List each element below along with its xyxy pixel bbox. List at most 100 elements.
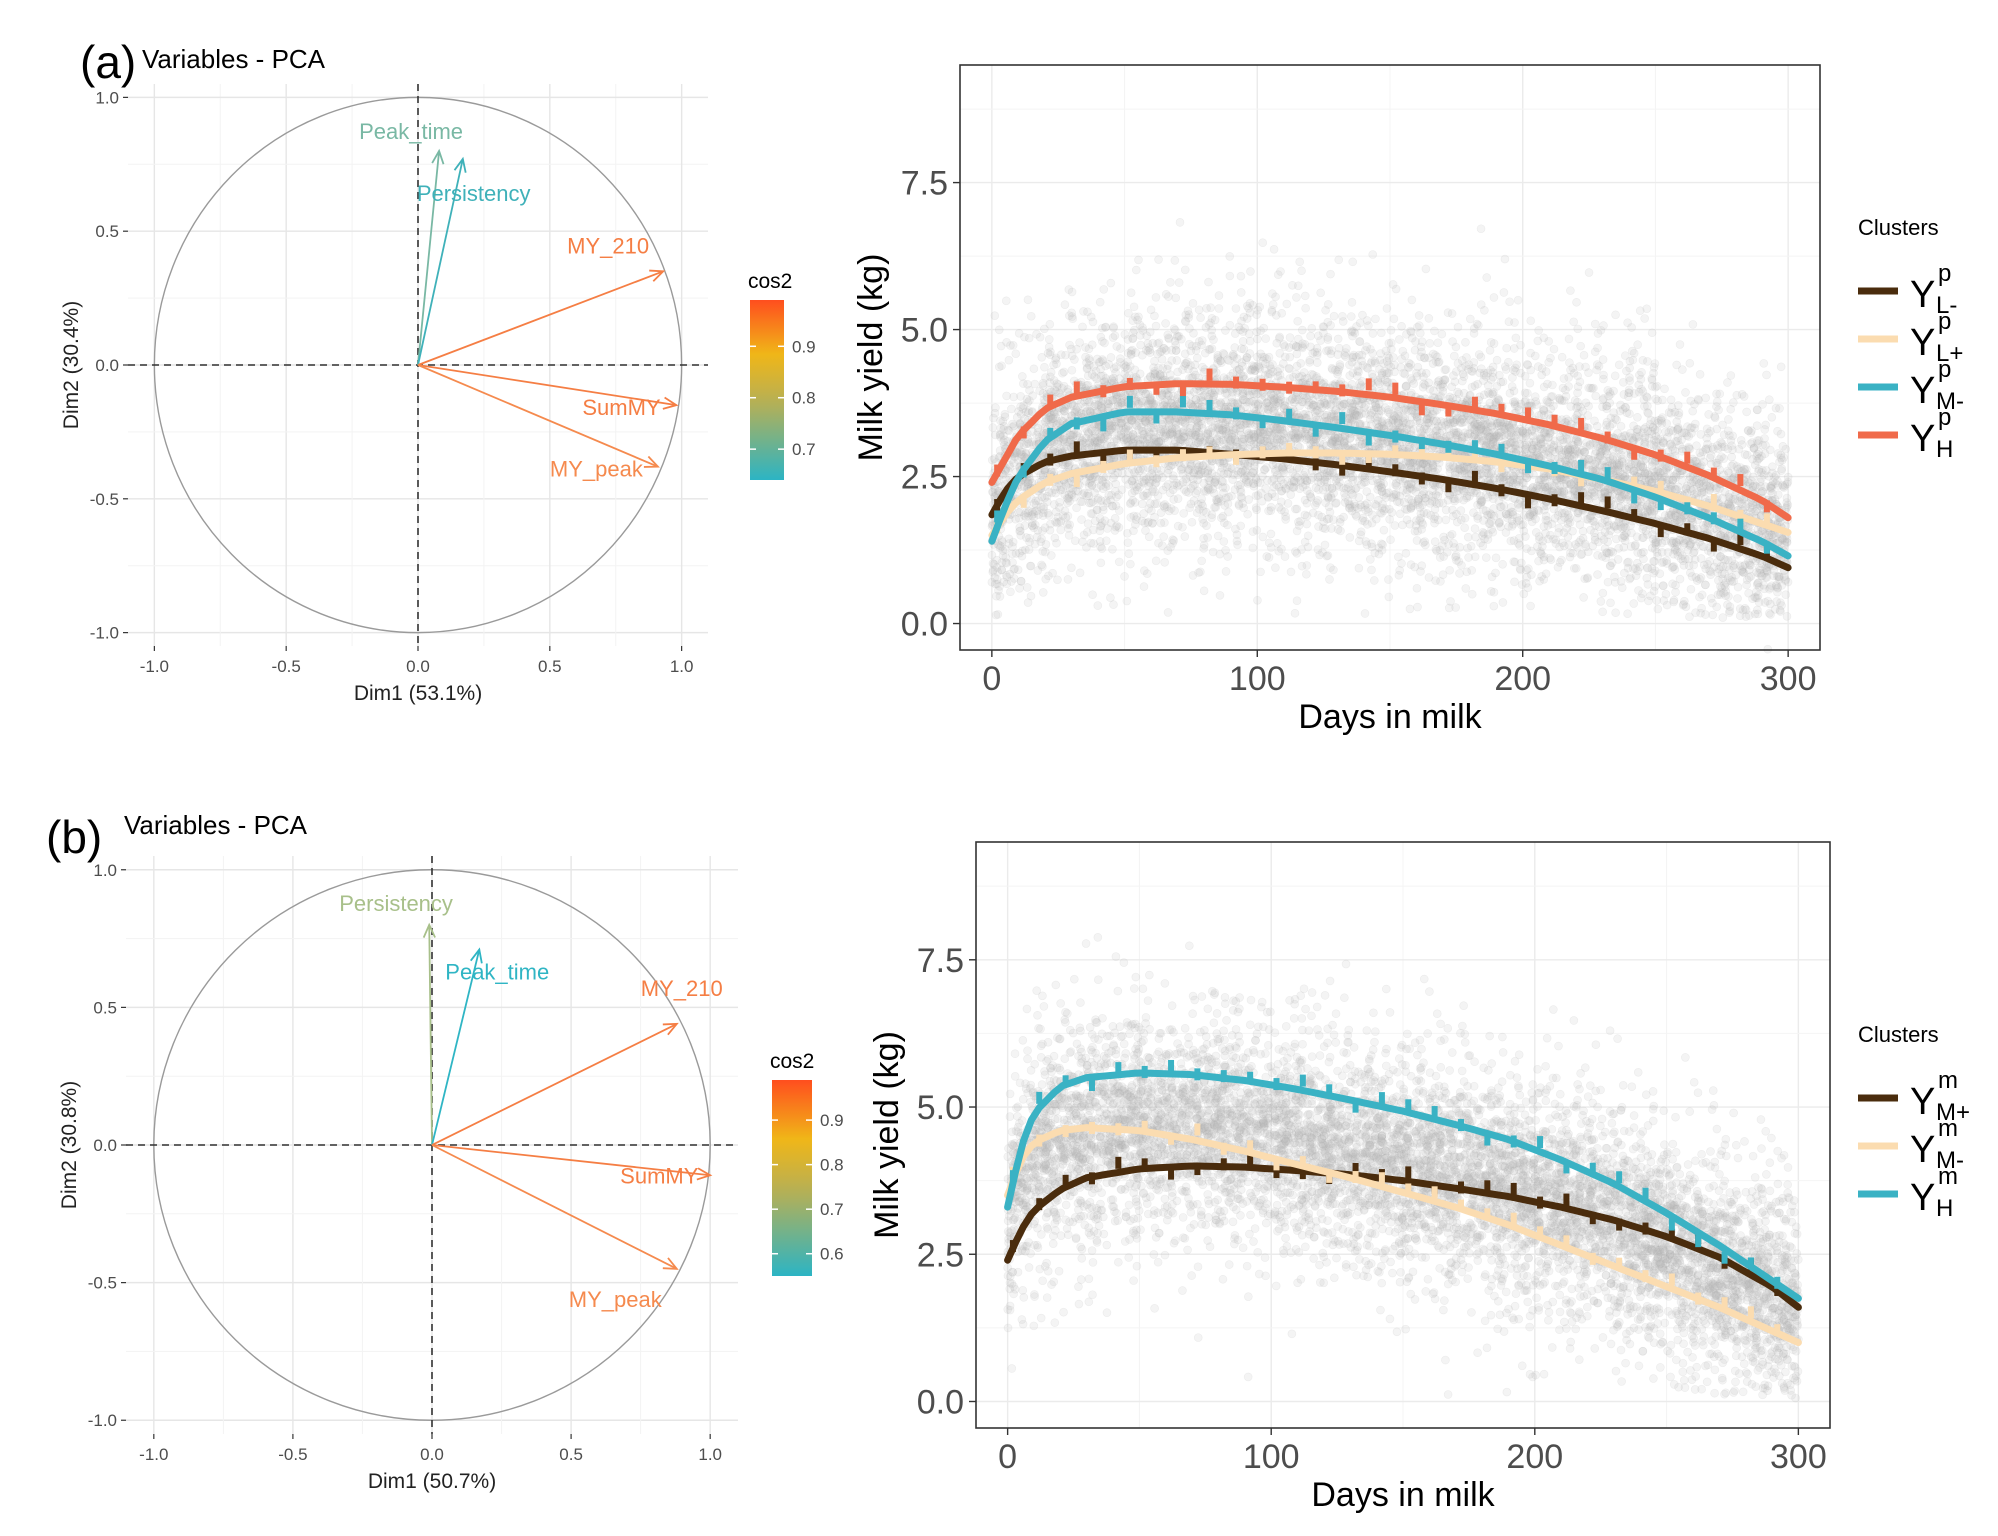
raw-point	[1505, 297, 1514, 307]
raw-point	[1061, 411, 1070, 421]
raw-point	[1472, 319, 1482, 329]
raw-point	[1735, 611, 1745, 621]
raw-point	[1672, 417, 1682, 426]
pca-vector-persistency: Persistency	[417, 156, 531, 366]
raw-point	[1174, 278, 1184, 287]
raw-point	[1746, 428, 1756, 437]
raw-point	[1573, 397, 1582, 407]
raw-point	[1281, 515, 1290, 524]
raw-point	[1059, 443, 1069, 452]
raw-point	[1681, 602, 1691, 612]
raw-point	[1044, 342, 1054, 352]
raw-point	[1120, 572, 1129, 581]
raw-point	[1384, 592, 1394, 602]
raw-point	[1566, 286, 1575, 295]
raw-point	[1330, 433, 1339, 443]
raw-point	[988, 423, 998, 432]
raw-point	[1509, 344, 1519, 353]
raw-point	[1465, 314, 1475, 324]
vector-label: Persistency	[339, 891, 453, 916]
raw-point	[1483, 535, 1493, 544]
raw-point	[1401, 504, 1410, 514]
raw-point	[1292, 293, 1301, 302]
raw-point	[1591, 391, 1601, 401]
raw-point	[1510, 363, 1520, 373]
figure-content: (a)(b)-1.0 -0.5 0.0 0.5 1.0-1.0-0.50.00.51.0…	[46, 36, 1970, 1514]
raw-point	[1646, 415, 1656, 425]
raw-point	[1413, 498, 1423, 507]
raw-point	[1441, 365, 1451, 374]
raw-point	[1444, 539, 1453, 549]
raw-point	[1129, 302, 1139, 312]
raw-point	[1214, 304, 1224, 313]
raw-point	[1138, 491, 1148, 500]
raw-point	[1573, 324, 1583, 334]
raw-point	[1338, 312, 1347, 321]
raw-point	[1029, 364, 1039, 374]
raw-point	[1582, 438, 1592, 447]
raw-point	[1233, 466, 1242, 476]
raw-point	[1203, 483, 1213, 492]
raw-point	[1051, 507, 1061, 517]
color-bar	[772, 1080, 812, 1276]
vector-shaft	[417, 364, 677, 407]
raw-point	[1197, 494, 1206, 504]
raw-point	[1253, 595, 1262, 605]
raw-point	[1056, 525, 1066, 535]
raw-point	[1321, 524, 1330, 534]
raw-point	[1258, 238, 1268, 248]
raw-point	[1187, 517, 1197, 527]
raw-point	[1235, 419, 1244, 428]
raw-point	[1280, 401, 1290, 410]
raw-point	[1194, 438, 1203, 447]
raw-point	[1078, 537, 1087, 547]
raw-point	[1116, 432, 1126, 442]
raw-point	[998, 551, 1008, 561]
raw-point	[1470, 381, 1480, 390]
x-tick-label: -1.0	[140, 657, 169, 676]
raw-point	[1650, 416, 1660, 426]
raw-point	[1520, 388, 1530, 398]
vector-label: Peak_time	[359, 119, 463, 144]
raw-point	[1236, 271, 1246, 281]
raw-point	[1196, 313, 1205, 322]
raw-point	[1192, 353, 1202, 363]
raw-point	[1037, 560, 1046, 570]
raw-point	[1379, 525, 1389, 535]
raw-point	[1040, 523, 1050, 532]
raw-point	[1324, 502, 1334, 512]
vector-label: Persistency	[417, 181, 531, 206]
raw-point	[1044, 415, 1054, 425]
raw-point	[1022, 583, 1032, 592]
raw-point	[1094, 358, 1104, 367]
raw-point	[1368, 250, 1378, 259]
raw-point	[1706, 426, 1715, 436]
raw-point	[1568, 548, 1578, 558]
raw-point	[1616, 577, 1626, 586]
raw-point	[1210, 315, 1220, 325]
raw-point	[1509, 365, 1518, 375]
raw-point	[1678, 365, 1687, 374]
raw-point	[1451, 603, 1460, 612]
raw-point	[1178, 427, 1188, 437]
raw-point	[1236, 288, 1246, 297]
raw-point	[1037, 353, 1047, 362]
raw-point	[1270, 492, 1280, 502]
x-tick-label: -0.5	[272, 657, 301, 676]
raw-point	[1308, 508, 1318, 518]
raw-point	[1498, 559, 1507, 569]
raw-point	[1256, 567, 1265, 577]
raw-point	[1244, 477, 1254, 487]
raw-point	[1236, 521, 1245, 531]
raw-point	[1461, 584, 1471, 593]
raw-point	[1255, 404, 1264, 413]
raw-point	[1221, 567, 1231, 576]
raw-point	[1064, 524, 1073, 533]
raw-point	[1647, 328, 1657, 338]
raw-point	[1139, 582, 1149, 591]
raw-point	[1576, 341, 1585, 351]
raw-point	[1504, 420, 1514, 430]
raw-point	[1382, 304, 1392, 313]
vector-arrowhead	[453, 156, 467, 173]
